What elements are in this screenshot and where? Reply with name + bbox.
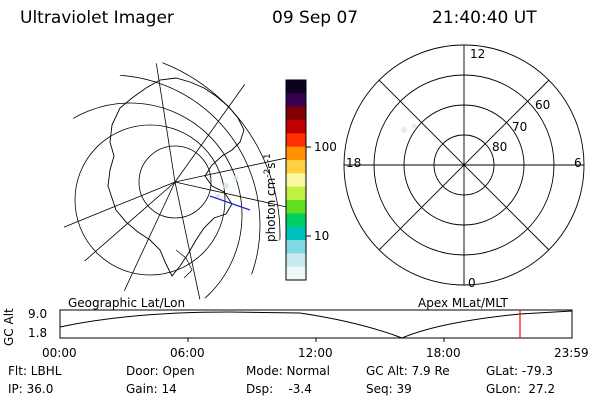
colorbar-unit-label: photon cm-2s-1 <box>263 153 278 242</box>
mlat-60-label: 60 <box>535 98 551 112</box>
x-tick-0600: 06:00 <box>170 346 205 360</box>
gc-alt-field: GC Alt: 7.9 Re <box>366 364 450 378</box>
glat-field: GLat: -79.3 <box>486 364 553 378</box>
colorbar-segment <box>286 186 306 201</box>
colorbar-tick-100: 100 <box>314 140 337 154</box>
geographic-panel-label: Geographic Lat/Lon <box>68 296 186 310</box>
colorbar-segment <box>286 226 306 241</box>
geo-meridians <box>55 62 295 301</box>
gain-field: Gain: 14 <box>126 382 177 396</box>
continent-outline <box>107 77 245 277</box>
x-tick-1800: 18:00 <box>426 346 461 360</box>
mlt-6-label: 6 <box>574 156 582 170</box>
colorbar-segment <box>286 80 306 94</box>
altitude-ymin: 1.8 <box>28 326 48 340</box>
apex-aurora-faint <box>401 123 417 133</box>
colorbar-segment <box>286 200 306 214</box>
apex-polar-plot <box>343 44 585 286</box>
x-tick-0000: 00:00 <box>42 346 77 360</box>
dsp-field: Dsp: -3.4 <box>246 382 312 396</box>
colorbar-segment <box>286 93 306 108</box>
colorbar-segment <box>286 106 306 121</box>
mode-field: Mode: Normal <box>246 364 330 378</box>
mlt-18-label: 18 <box>346 156 362 170</box>
colorbar-segment <box>286 213 306 228</box>
colorbar <box>285 79 311 281</box>
date-label: 09 Sep 07 <box>272 8 359 28</box>
aurora-faint <box>216 175 239 198</box>
colorbar-segment <box>286 146 306 161</box>
magnetic-line <box>209 195 251 211</box>
altitude-ylabel: GC Alt <box>2 308 16 346</box>
ip-field: IP: 36.0 <box>8 382 54 396</box>
mlat-80-label: 80 <box>492 140 508 154</box>
x-tick-1200: 12:00 <box>298 346 333 360</box>
colorbar-segment <box>286 133 306 148</box>
mlt-0-label: 0 <box>468 276 476 290</box>
altitude-ymax: 9.0 <box>28 307 48 321</box>
apex-panel-label: Apex MLat/MLT <box>418 296 508 310</box>
time-label: 21:40:40 UT <box>432 8 537 28</box>
colorbar-segment <box>286 173 306 188</box>
glon-field: GLon: 27.2 <box>486 382 556 396</box>
mlt-12-label: 12 <box>470 47 486 61</box>
colorbar-segment <box>286 120 306 134</box>
colorbar-tick-10: 10 <box>314 229 330 243</box>
colorbar-segment <box>286 160 306 174</box>
colorbar-segment <box>286 253 306 268</box>
x-tick-2359: 23:59 <box>554 346 589 360</box>
flt-field: Flt: LBHL <box>8 364 62 378</box>
app-title: Ultraviolet Imager <box>20 8 174 28</box>
mlat-70-label: 70 <box>512 120 528 134</box>
altitude-strip <box>59 309 573 342</box>
colorbar-segment <box>286 240 306 254</box>
colorbar-segment <box>286 266 306 281</box>
seq-field: Seq: 39 <box>366 382 412 396</box>
door-field: Door: Open <box>126 364 195 378</box>
